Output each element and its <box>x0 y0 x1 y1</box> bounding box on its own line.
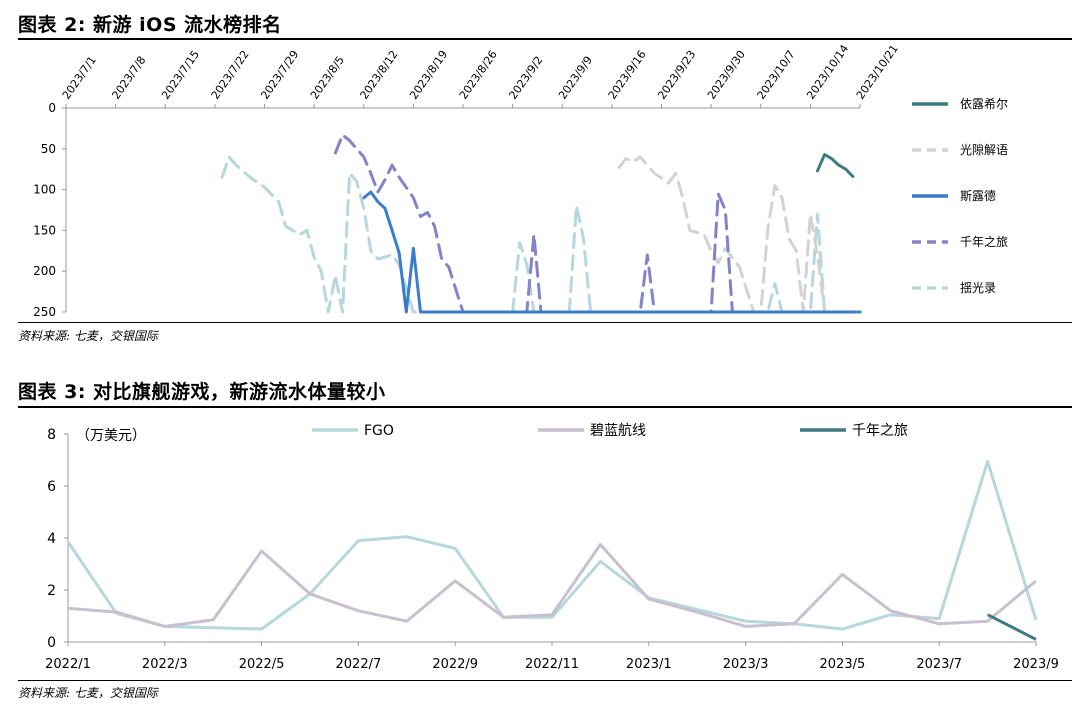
x-tick-label: 2022/1 <box>45 657 91 672</box>
x-tick-label: 2023/10/14 <box>804 42 851 101</box>
legend-label: 揺光录 <box>960 281 996 295</box>
y-tick-label: 50 <box>41 142 56 156</box>
figure-2-source: 资料来源: 七麦，交银国际 <box>18 686 158 700</box>
figure-1-source: 资料来源: 七麦，交银国际 <box>18 329 158 343</box>
x-tick-label: 2023/8/12 <box>358 48 401 102</box>
legend-label: 碧蓝航线 <box>590 423 646 439</box>
x-tick-label: 2023/5 <box>820 657 866 672</box>
figure-2-bottom-rule <box>18 680 1072 681</box>
x-tick-label: 2023/7/15 <box>159 48 202 102</box>
y-tick-label: 6 <box>47 479 56 495</box>
x-tick-label: 2023/1 <box>626 657 672 672</box>
series-line-2 <box>617 155 862 314</box>
figure-1-bottom-rule <box>18 322 1072 323</box>
x-tick-label: 2022/5 <box>239 657 285 672</box>
figure-2-title: 图表 3: 对比旗舰游戏，新游流水体量较小 <box>18 381 386 403</box>
x-tick-label: 2022/7 <box>336 657 382 672</box>
legend-label: 千年之旅 <box>960 235 1008 249</box>
legend-label: 依露希尔 <box>960 96 1008 111</box>
rank-line-chart: 0 50 100 150 200 250 2023/7/1 2023/7/8 2023/7/15… <box>33 42 1008 319</box>
x-tick-label: 2023/10/21 <box>854 42 901 101</box>
series-line-5 <box>220 155 862 314</box>
x-tick-label: 2023/10/7 <box>755 48 798 102</box>
revenue-line-chart: 0 2 4 6 8 2022/1 2022/3 2022/5 2022/7 2022/9 2022/… <box>45 423 1059 672</box>
series-line-1 <box>816 153 855 178</box>
x-tick-label: 2023/8/26 <box>457 48 500 102</box>
y-tick-label: 100 <box>33 183 56 197</box>
x-tick-label: 2023/9/9 <box>556 54 595 102</box>
y-tick-label: 4 <box>47 531 56 547</box>
figure-1-top-rule <box>18 38 1072 40</box>
y-tick-label: 0 <box>47 635 56 651</box>
x-tick-label: 2023/9/16 <box>606 48 649 102</box>
x-tick-label: 2023/9/2 <box>506 54 545 102</box>
legend-label: FGO <box>364 423 394 439</box>
y-tick-label: 200 <box>33 264 56 278</box>
figure-1-title: 图表 2: 新游 iOS 流水榜排名 <box>18 14 282 36</box>
legend-label: 斯露德 <box>960 188 996 203</box>
x-tick-label: 2023/7/22 <box>209 48 252 102</box>
x-tick-label: 2023/9/30 <box>705 48 748 102</box>
x-tick-label: 2022/3 <box>142 657 188 672</box>
x-tick-label: 2023/7/8 <box>109 54 148 102</box>
x-tick-label: 2023/9/23 <box>655 48 698 102</box>
series-line-3 <box>986 613 1037 641</box>
x-tick-label: 2022/9 <box>432 657 478 672</box>
legend-label: 千年之旅 <box>852 423 908 439</box>
x-tick-label: 2023/3 <box>723 657 769 672</box>
figure-2-top-rule <box>18 406 1072 408</box>
series-line-4 <box>333 133 862 314</box>
y-tick-label: 0 <box>48 101 56 115</box>
y-tick-label: 250 <box>33 305 56 319</box>
series-line-3 <box>362 190 862 314</box>
x-tick-label: 2023/7/1 <box>60 54 99 102</box>
y-tick-label: 150 <box>33 223 56 237</box>
y-tick-label: 8 <box>47 427 56 443</box>
x-tick-label: 2022/11 <box>525 657 579 672</box>
x-tick-label: 2023/7/29 <box>258 48 301 102</box>
x-tick-label: 2023/8/19 <box>407 48 450 102</box>
series-line-2 <box>67 543 1037 628</box>
x-tick-label: 2023/9 <box>1013 657 1059 672</box>
legend-label: 光隙解语 <box>960 143 1008 157</box>
x-tick-label: 2023/7 <box>916 657 962 672</box>
x-tick-label: 2023/8/5 <box>308 54 347 102</box>
y-tick-label: 2 <box>47 583 56 599</box>
y-axis-unit-label: （万美元） <box>76 428 146 444</box>
series-line-1 <box>66 459 1038 631</box>
